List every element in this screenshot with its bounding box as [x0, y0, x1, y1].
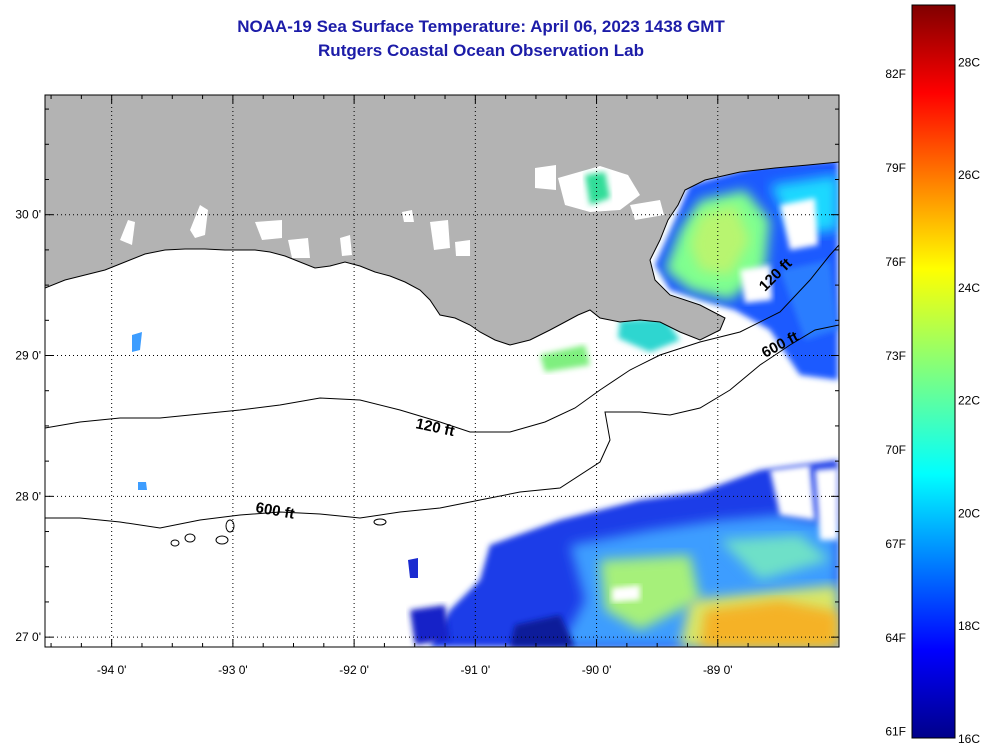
colorbar-label-fahrenheit: 73F — [885, 349, 906, 363]
colorbar — [911, 4, 956, 739]
colorbar-label-fahrenheit: 64F — [885, 631, 906, 645]
land-mass — [45, 95, 839, 345]
colorbar-label-celsius: 26C — [958, 168, 980, 182]
lon-tick-label: -91 0' — [461, 663, 491, 677]
contour-label-600ft: 600 ft — [254, 499, 296, 523]
colorbar-label-celsius: 28C — [958, 55, 980, 69]
colorbar-label-fahrenheit: 70F — [885, 443, 906, 457]
map-subtitle: Rutgers Coastal Ocean Observation Lab — [318, 41, 644, 60]
coastline — [45, 161, 839, 346]
map-frame — [44, 94, 840, 648]
contour-islands — [170, 518, 387, 547]
colorbar-label-celsius: 18C — [958, 619, 980, 633]
lon-tick-label: -92 0' — [339, 663, 369, 677]
map-title: NOAA-19 Sea Surface Temperature: April 0… — [237, 17, 725, 36]
colorbar-label-celsius: 22C — [958, 394, 980, 408]
land-water-bodies — [120, 165, 664, 258]
colorbar-label-celsius: 20C — [958, 506, 980, 520]
colorbar-label-fahrenheit: 76F — [885, 255, 906, 269]
lon-tick-label: -90 0' — [582, 663, 612, 677]
lat-tick-label: 28 0' — [15, 489, 41, 503]
lon-tick-label: -93 0' — [218, 663, 248, 677]
sst-data-layer — [132, 160, 838, 647]
lat-tick-label: 27 0' — [15, 630, 41, 644]
lon-tick-label: -94 0' — [97, 663, 127, 677]
colorbar-label-fahrenheit: 82F — [885, 67, 906, 81]
colorbar-label-fahrenheit: 67F — [885, 537, 906, 551]
graticule — [45, 95, 839, 647]
colorbar-label-celsius: 16C — [958, 732, 980, 746]
colorbar-label-celsius: 24C — [958, 281, 980, 295]
colorbar-label-fahrenheit: 61F — [885, 725, 906, 739]
contour-600ft — [45, 324, 839, 529]
axis-ticks — [45, 95, 840, 647]
lat-tick-label: 29 0' — [15, 349, 41, 363]
lat-tick-label: 30 0' — [15, 208, 41, 222]
lon-tick-label: -89 0' — [703, 663, 733, 677]
colorbar-label-fahrenheit: 79F — [885, 161, 906, 175]
contour-120ft — [45, 244, 839, 433]
lake-sst-patch — [585, 172, 610, 205]
